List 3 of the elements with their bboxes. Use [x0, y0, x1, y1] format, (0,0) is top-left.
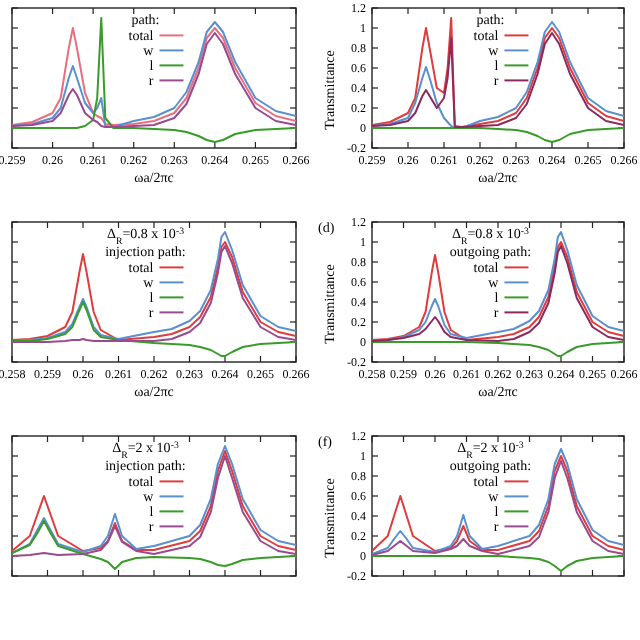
line-series — [372, 127, 624, 143]
line-series — [372, 341, 624, 357]
line-series — [372, 555, 624, 572]
